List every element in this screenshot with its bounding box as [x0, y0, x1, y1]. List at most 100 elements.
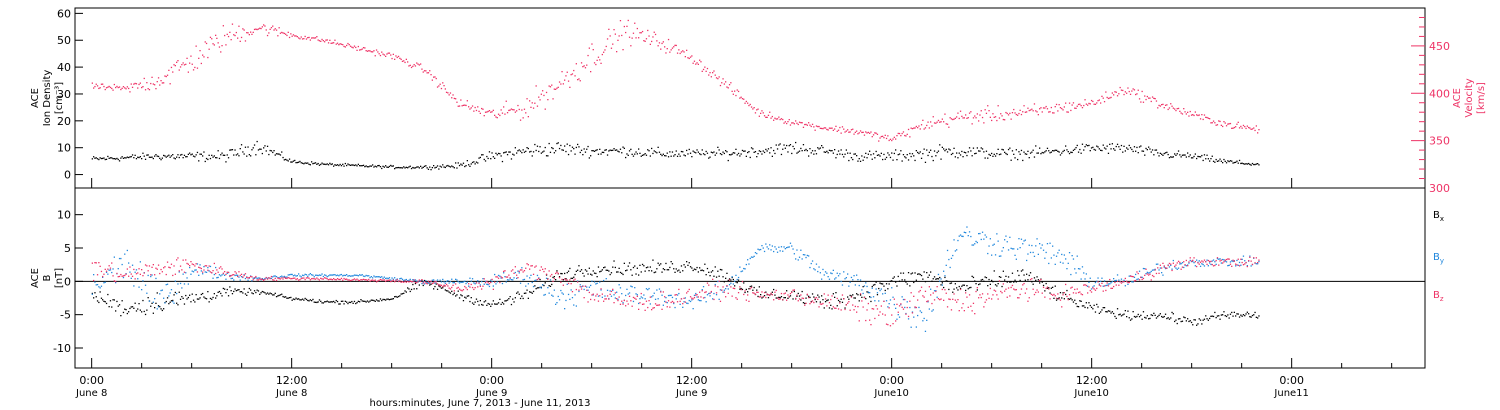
bz-point	[584, 285, 587, 287]
bz-point	[148, 265, 151, 267]
density-point	[439, 165, 441, 167]
bz-point	[386, 279, 388, 281]
by-point	[745, 263, 747, 266]
density-point	[739, 155, 741, 157]
by-point	[535, 279, 537, 281]
bx-point	[96, 300, 99, 302]
density-point	[871, 158, 873, 160]
by-point	[189, 266, 191, 269]
bz-point	[976, 287, 978, 289]
bx-point	[504, 300, 506, 302]
velocity-point	[1172, 107, 1174, 109]
by-point	[465, 282, 467, 285]
by-point	[95, 284, 97, 286]
bz-point	[562, 284, 564, 286]
velocity-point	[856, 130, 858, 132]
velocity-point	[1124, 91, 1126, 93]
bx-point	[844, 307, 846, 309]
density-point	[809, 148, 811, 150]
velocity-point	[826, 128, 828, 131]
bx-point	[311, 300, 313, 302]
velocity-point	[580, 62, 583, 64]
velocity-point	[931, 125, 933, 127]
velocity-point	[117, 86, 119, 89]
by-point	[748, 263, 750, 265]
velocity-point	[821, 127, 823, 130]
bz-point	[780, 292, 783, 295]
by-point	[795, 258, 797, 260]
bx-point	[449, 292, 452, 294]
velocity-point	[1037, 114, 1039, 116]
bx-point	[875, 281, 877, 283]
bz-point	[521, 269, 523, 271]
velocity-point	[374, 55, 376, 57]
by-point	[1163, 266, 1165, 268]
bz-point	[418, 279, 420, 281]
bz-point	[1224, 259, 1226, 261]
bz-point	[1154, 269, 1156, 271]
velocity-point	[272, 25, 274, 27]
bz-point	[560, 281, 562, 283]
bx-point	[879, 282, 881, 284]
bx-point	[1149, 317, 1151, 320]
bx-point	[109, 300, 112, 302]
velocity-point	[970, 111, 972, 113]
bz-point	[100, 270, 103, 273]
bx-point	[349, 301, 352, 304]
density-point	[429, 166, 431, 168]
density-point	[1033, 156, 1036, 158]
bz-point	[464, 285, 466, 288]
bx-point	[981, 278, 984, 281]
density-point	[287, 160, 289, 162]
velocity-point	[748, 104, 750, 107]
bz-point	[506, 276, 509, 278]
bz-point	[1020, 288, 1023, 290]
bz-point	[623, 299, 625, 302]
velocity-point	[1140, 101, 1142, 103]
density-point	[981, 148, 984, 150]
bx-point	[409, 290, 411, 293]
bz-point	[499, 281, 501, 284]
bz-point	[1100, 285, 1102, 287]
by-point	[577, 280, 579, 282]
by-point	[1209, 262, 1211, 264]
bz-point	[448, 287, 450, 289]
bz-point	[863, 296, 866, 299]
bx-point	[211, 298, 213, 300]
velocity-point	[761, 110, 763, 112]
velocity-point	[1133, 89, 1136, 91]
velocity-point	[754, 112, 757, 114]
bx-point	[200, 293, 202, 296]
velocity-point	[993, 116, 995, 118]
bx-point	[287, 297, 289, 299]
density-point	[1209, 160, 1211, 162]
bz-point	[822, 302, 824, 305]
density-point	[161, 157, 163, 159]
density-point	[266, 145, 269, 147]
velocity-point	[753, 107, 755, 109]
bz-point	[461, 290, 463, 292]
by-point	[448, 282, 450, 284]
velocity-point	[567, 80, 570, 82]
velocity-point	[1084, 99, 1086, 101]
density-point	[177, 154, 179, 156]
by-point	[645, 288, 648, 290]
velocity-point	[259, 27, 261, 29]
bx-point	[933, 276, 936, 278]
density-point	[150, 156, 152, 158]
bz-point	[220, 266, 222, 268]
density-point	[754, 151, 757, 153]
velocity-point	[896, 135, 898, 137]
velocity-point	[361, 48, 363, 50]
by-point	[1080, 278, 1082, 280]
velocity-point	[1220, 124, 1222, 126]
bx-point	[135, 310, 138, 312]
by-point	[390, 279, 392, 281]
density-point	[138, 156, 140, 159]
velocity-point	[191, 63, 193, 65]
velocity-point	[231, 23, 234, 25]
bx-point	[736, 282, 738, 284]
density-point	[407, 167, 409, 169]
bx-point	[865, 298, 867, 300]
bx-point	[536, 287, 539, 289]
